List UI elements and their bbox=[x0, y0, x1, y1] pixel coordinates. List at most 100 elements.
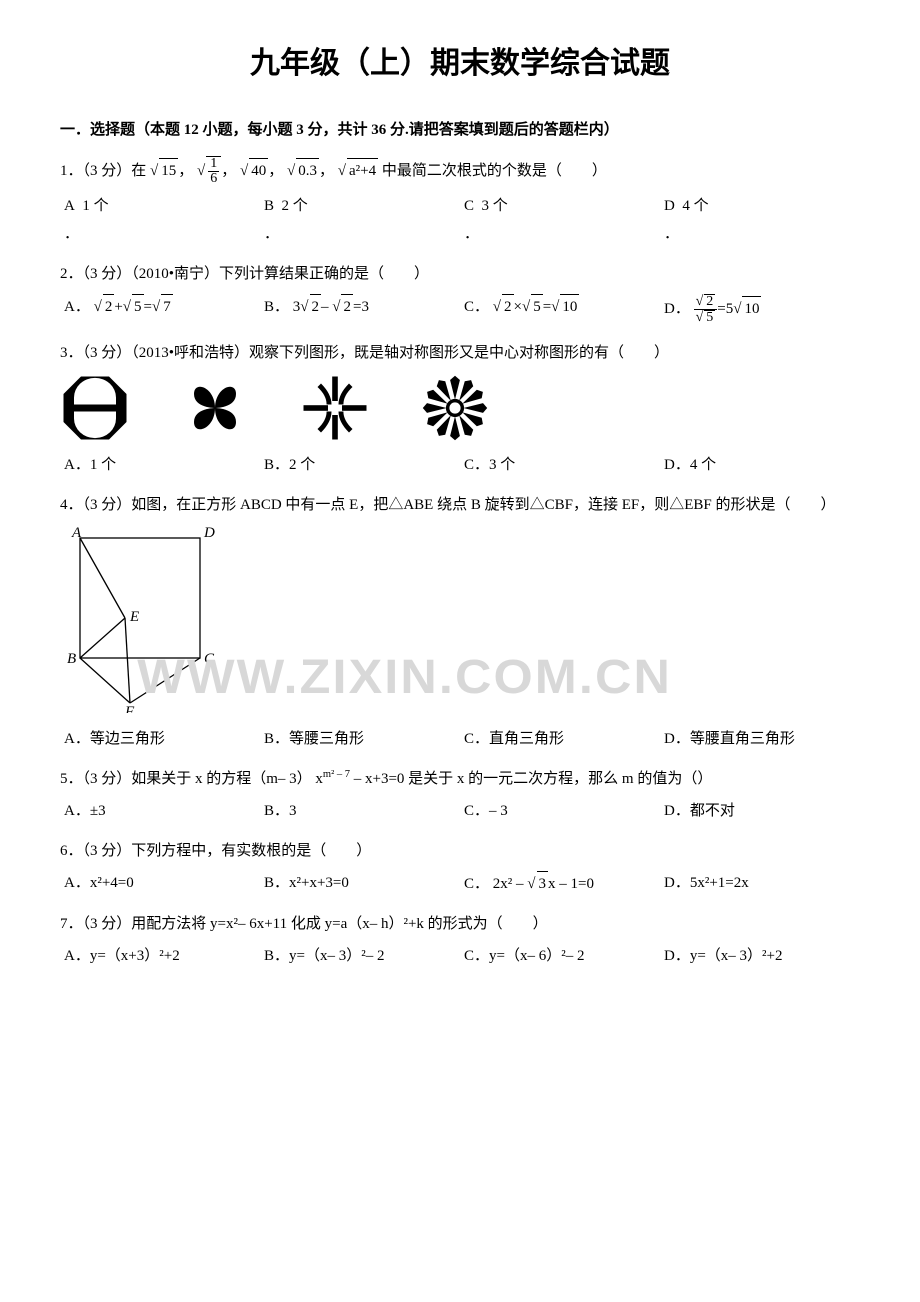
q5-choice-c: C．– 3 bbox=[460, 797, 660, 825]
q3-choice-d: D．4 个 bbox=[660, 451, 860, 479]
q2-b-label: B． bbox=[264, 299, 289, 315]
q2-c-l: 2 bbox=[502, 294, 514, 319]
q6-c-sqrt: 3 bbox=[537, 871, 549, 896]
q6-c-label: C． bbox=[464, 876, 489, 892]
q5-choice-a: A．±3 bbox=[60, 797, 260, 825]
q2-b-minus: – bbox=[321, 299, 329, 315]
q5-exp: m² – 7 bbox=[323, 769, 350, 780]
q1-choice-a: 1 个 bbox=[82, 198, 108, 214]
q1-root2-num: 1 bbox=[208, 157, 219, 172]
q6-choice-c: C． 2x² – √3x – 1=0 bbox=[460, 869, 660, 898]
q6-choice-b: B．x²+x+3=0 bbox=[260, 869, 460, 898]
q5-x: x bbox=[315, 771, 323, 787]
q1-root5: a²+4 bbox=[347, 158, 378, 183]
q2-b-eq: =3 bbox=[353, 299, 369, 315]
q3-choice-c: C．3 个 bbox=[460, 451, 660, 479]
q4-label-b: B bbox=[67, 651, 76, 667]
q3-figures bbox=[60, 373, 860, 443]
q1-pre: 1．（3 分）在 bbox=[60, 163, 146, 179]
q7-choice-d: D．y=（x– 3）²+2 bbox=[660, 942, 860, 970]
q4-label-d: D bbox=[203, 525, 215, 541]
sqrt-icon: √ bbox=[240, 163, 248, 179]
q7-choice-c: C．y=（x– 6）²– 2 bbox=[460, 942, 660, 970]
q2-b-r1: 2 bbox=[310, 294, 322, 319]
q4-choice-d: D．等腰直角三角形 bbox=[660, 725, 860, 753]
q2-c-res: 10 bbox=[560, 294, 579, 319]
q6-c-post: x – 1=0 bbox=[548, 876, 594, 892]
q2-a-p2: 5 bbox=[132, 294, 144, 319]
q4-stem: 4．（3 分）如图，在正方形 ABCD 中有一点 E，把△ABE 绕点 B 旋转… bbox=[60, 493, 860, 517]
q5-mid: – x+3=0 是关于 x 的一元二次方程，那么 m 的值为（） bbox=[354, 771, 713, 787]
q6-choices: A．x²+4=0 B．x²+x+3=0 C． 2x² – √3x – 1=0 D… bbox=[60, 869, 860, 898]
q3-choice-b: B．2 个 bbox=[260, 451, 460, 479]
q4-label-e: E bbox=[129, 609, 139, 625]
q4-choice-c: C．直角三角形 bbox=[460, 725, 660, 753]
q5-pre: 5．（3 分）如果关于 x 的方程（m– 3） bbox=[60, 771, 312, 787]
q2-choices: A． √2+√5=√7 B． 3√2– √2=3 C． √2×√5=√10 D．… bbox=[60, 292, 860, 327]
q3-fig4 bbox=[420, 373, 490, 443]
q3-fig2 bbox=[180, 373, 250, 443]
q1-root1: 15 bbox=[159, 158, 178, 183]
q2-choice-d: D． √2 √5 =5√10 bbox=[660, 292, 860, 327]
q7-choices: A．y=（x+3）²+2 B．y=（x– 3）²– 2 C．y=（x– 6）²–… bbox=[60, 942, 860, 970]
q2-c-r: 5 bbox=[531, 294, 543, 319]
q1-root2: 16 bbox=[206, 156, 221, 186]
q5-stem: 5．（3 分）如果关于 x 的方程（m– 3） xm² – 7 – x+3=0 … bbox=[60, 767, 860, 791]
section-1-heading: 一．选择题（本题 12 小题，每小题 3 分，共计 36 分.请把答案填到题后的… bbox=[60, 118, 860, 142]
q5-choice-b: B．3 bbox=[260, 797, 460, 825]
q7-stem: 7．（3 分）用配方法将 y=x²– 6x+11 化成 y=a（x– h）²+k… bbox=[60, 912, 860, 936]
q1-post: 中最简二次根式的个数是（ ） bbox=[382, 163, 607, 179]
q4-figure: A D B C E F bbox=[60, 523, 860, 721]
q2-a-label: A． bbox=[64, 299, 90, 315]
q3-fig3 bbox=[300, 373, 370, 443]
q1-dot: ． bbox=[60, 220, 260, 248]
q2-d-den: 5 bbox=[704, 310, 715, 325]
q7-choice-b: B．y=（x– 3）²– 2 bbox=[260, 942, 460, 970]
q6-choice-d: D．5x²+1=2x bbox=[660, 869, 860, 898]
sqrt-icon: √ bbox=[150, 163, 158, 179]
q4-label-f: F bbox=[124, 704, 135, 713]
q3-choices: A．1 个 B．2 个 C．3 个 D．4 个 bbox=[60, 451, 860, 479]
q2-choice-b: B． 3√2– √2=3 bbox=[260, 292, 460, 327]
q4-label-a: A bbox=[71, 525, 82, 541]
q4-choices: A．等边三角形 B．等腰三角形 C．直角三角形 D．等腰直角三角形 bbox=[60, 725, 860, 753]
q2-choice-c: C． √2×√5=√10 bbox=[460, 292, 660, 327]
q4-choice-a: A．等边三角形 bbox=[60, 725, 260, 753]
q1-choice-b: 2 个 bbox=[282, 198, 308, 214]
q1-root3: 40 bbox=[249, 158, 268, 183]
q1-stem: 1．（3 分）在 √15， √16， √40， √0.3， √a²+4 中最简二… bbox=[60, 156, 860, 186]
q1-choice-c: 3 个 bbox=[482, 198, 508, 214]
q6-stem: 6．（3 分）下列方程中，有实数根的是（ ） bbox=[60, 839, 860, 863]
q1-dot: ． bbox=[260, 220, 460, 248]
q3-fig1 bbox=[60, 373, 130, 443]
q2-a-p1: 2 bbox=[103, 294, 115, 319]
q2-c-label: C． bbox=[464, 299, 489, 315]
sqrt-icon: √ bbox=[338, 163, 346, 179]
q1-b-letter: B bbox=[264, 198, 274, 214]
q2-stem: 2．（3 分）（2010•南宁）下列计算结果正确的是（ ） bbox=[60, 262, 860, 286]
q4-label-c: C bbox=[204, 651, 215, 667]
q1-root2-den: 6 bbox=[208, 172, 219, 186]
q1-choice-d: 4 个 bbox=[682, 198, 708, 214]
q1-root4: 0.3 bbox=[296, 158, 319, 183]
q2-a-res: 7 bbox=[161, 294, 173, 319]
q2-b-r2: 2 bbox=[341, 294, 353, 319]
q2-d-res: 10 bbox=[742, 296, 761, 321]
q5-choice-d: D．都不对 bbox=[660, 797, 860, 825]
q3-stem: 3．（3 分）（2013•呼和浩特）观察下列图形，既是轴对称图形又是中心对称图形… bbox=[60, 341, 860, 365]
page-title: 九年级（上）期末数学综合试题 bbox=[60, 40, 860, 88]
q2-d-label: D． bbox=[664, 301, 690, 317]
q2-choice-a: A． √2+√5=√7 bbox=[60, 292, 260, 327]
q6-choice-a: A．x²+4=0 bbox=[60, 869, 260, 898]
sqrt-icon: √ bbox=[197, 163, 205, 179]
q2-d-num: 2 bbox=[704, 294, 715, 309]
q6-c-pre: 2x² – bbox=[493, 876, 528, 892]
q1-a-letter: A bbox=[64, 198, 75, 214]
q1-d-letter: D bbox=[664, 198, 675, 214]
q3-choice-a: A．1 个 bbox=[60, 451, 260, 479]
q1-dot: ． bbox=[460, 220, 660, 248]
q1-c-letter: C bbox=[464, 198, 474, 214]
q1-choices: A 1 个 B 2 个 C 3 个 D 4 个 ． ． ． ． bbox=[60, 192, 860, 248]
sqrt-icon: √ bbox=[287, 163, 295, 179]
q1-dot: ． bbox=[660, 220, 860, 248]
